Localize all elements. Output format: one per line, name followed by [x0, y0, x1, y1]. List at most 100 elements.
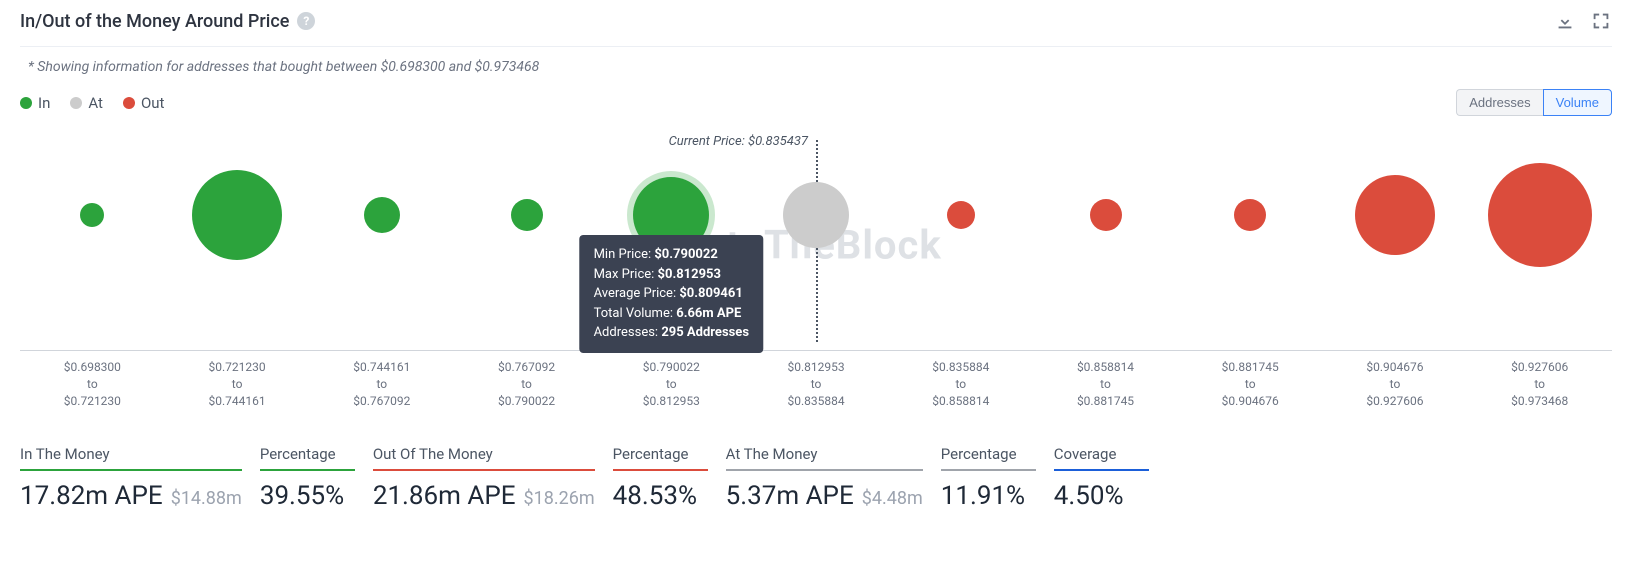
bubble-col [744, 140, 889, 350]
toggle-group: Addresses Volume [1456, 89, 1612, 116]
axis-to-word: to [888, 376, 1033, 393]
stat-block: Coverage 4.50% [1054, 445, 1149, 511]
axis-from: $0.835884 [888, 359, 1033, 376]
tooltip-val: $0.790022 [654, 247, 717, 262]
axis-to: $0.721230 [20, 393, 165, 410]
axis-to-word: to [599, 376, 744, 393]
axis-to-word: to [1178, 376, 1323, 393]
legend: In At Out [20, 94, 164, 112]
bubble-col [1467, 140, 1612, 350]
expand-icon[interactable] [1590, 10, 1612, 32]
axis-to: $0.744161 [165, 393, 310, 410]
axis-to: $0.812953 [599, 393, 744, 410]
bubble-in[interactable] [192, 170, 282, 260]
bubble-col [454, 140, 599, 350]
legend-in[interactable]: In [20, 94, 50, 112]
axis-to: $0.790022 [454, 393, 599, 410]
stat-block: Out Of The Money 21.86m APE $18.26m [373, 445, 595, 511]
axis-to: $0.904676 [1178, 393, 1323, 410]
tooltip-key: Addresses: [594, 325, 659, 340]
stat-sub: $4.48m [862, 488, 923, 509]
bubble-col [888, 140, 1033, 350]
toggle-addresses[interactable]: Addresses [1456, 89, 1542, 116]
axis-to: $0.927606 [1323, 393, 1468, 410]
tooltip-key: Average Price: [594, 286, 677, 301]
tooltip-val: 295 Addresses [661, 325, 749, 340]
axis-from: $0.812953 [744, 359, 889, 376]
stat-value-row: 11.91% [941, 481, 1036, 511]
axis-to-word: to [454, 376, 599, 393]
bubble-out[interactable] [1090, 199, 1122, 231]
axis-from: $0.721230 [165, 359, 310, 376]
axis-label: $0.790022to$0.812953 [599, 351, 744, 409]
legend-dot-in [20, 97, 32, 109]
download-icon[interactable] [1554, 10, 1576, 32]
legend-out[interactable]: Out [123, 94, 165, 112]
axis-label: $0.812953to$0.835884 [744, 351, 889, 409]
tooltip: Min Price: $0.790022Max Price: $0.812953… [580, 235, 763, 353]
stat-value: 11.91% [941, 481, 1025, 511]
axis-to: $0.973468 [1467, 393, 1612, 410]
axis-label: $0.721230to$0.744161 [165, 351, 310, 409]
tooltip-key: Max Price: [594, 267, 655, 282]
stat-label: In The Money [20, 445, 242, 471]
bubble-out[interactable] [1234, 199, 1266, 231]
stat-label: Percentage [260, 445, 355, 471]
stat-block: Percentage 39.55% [260, 445, 355, 511]
stat-label: Percentage [613, 445, 708, 471]
axis-to: $0.881745 [1033, 393, 1178, 410]
tooltip-key: Total Volume: [594, 306, 673, 321]
bubble-in[interactable] [80, 203, 104, 227]
bubble-in[interactable] [511, 199, 543, 231]
axis-label: $0.744161to$0.767092 [309, 351, 454, 409]
axis-label: $0.767092to$0.790022 [454, 351, 599, 409]
toggle-volume[interactable]: Volume [1543, 89, 1612, 116]
header: In/Out of the Money Around Price ? [20, 10, 1612, 47]
bubble-at[interactable] [783, 182, 849, 248]
stat-block: In The Money17.82m APE$14.88m [20, 445, 242, 511]
tooltip-val: 6.66m APE [676, 306, 741, 321]
axis-to-word: to [744, 376, 889, 393]
help-icon[interactable]: ? [297, 12, 315, 30]
axis-to-word: to [1323, 376, 1468, 393]
legend-dot-out [123, 97, 135, 109]
stat-value: 4.50% [1054, 481, 1124, 511]
stat-value-row: 4.50% [1054, 481, 1149, 511]
bubble-out[interactable] [1355, 175, 1435, 255]
legend-at[interactable]: At [70, 94, 103, 112]
axis-from: $0.858814 [1033, 359, 1178, 376]
axis-to: $0.858814 [888, 393, 1033, 410]
stat-block: Percentage11.91% [941, 445, 1036, 511]
bubble-col [1033, 140, 1178, 350]
stat-label: Coverage [1054, 445, 1149, 471]
stat-sub: $18.26m [524, 488, 595, 509]
axis-to-word: to [165, 376, 310, 393]
axis-label: $0.927606to$0.973468 [1467, 351, 1612, 409]
stat-sub: $14.88m [171, 488, 242, 509]
axis-from: $0.790022 [599, 359, 744, 376]
axis-from: $0.881745 [1178, 359, 1323, 376]
stat-value: 39.55% [260, 481, 344, 511]
stat-value-row: 39.55% [260, 481, 355, 511]
stats-row: In The Money17.82m APE$14.88m Percentage 3… [20, 445, 1612, 511]
legend-in-label: In [38, 94, 50, 112]
bubble-col: Min Price: $0.790022Max Price: $0.812953… [599, 140, 744, 350]
bubble-in[interactable] [364, 197, 400, 233]
title-wrap: In/Out of the Money Around Price ? [20, 11, 315, 32]
axis-label: $0.858814to$0.881745 [1033, 351, 1178, 409]
axis-label: $0.835884to$0.858814 [888, 351, 1033, 409]
bubble-out[interactable] [1488, 163, 1592, 267]
stat-value: 5.37m APE [726, 481, 854, 511]
axis-from: $0.927606 [1467, 359, 1612, 376]
legend-dot-at [70, 97, 82, 109]
tooltip-val: $0.812953 [658, 267, 721, 282]
stat-label: Out Of The Money [373, 445, 595, 471]
stat-value: 21.86m APE [373, 481, 516, 511]
stat-value-row: 5.37m APE $4.48m [726, 481, 923, 511]
tooltip-val: $0.809461 [679, 286, 742, 301]
subtitle: * Showing information for addresses that… [20, 59, 1612, 75]
axis-from: $0.698300 [20, 359, 165, 376]
bubble-out[interactable] [947, 201, 975, 229]
bubble-col [1323, 140, 1468, 350]
legend-at-label: At [88, 94, 103, 112]
